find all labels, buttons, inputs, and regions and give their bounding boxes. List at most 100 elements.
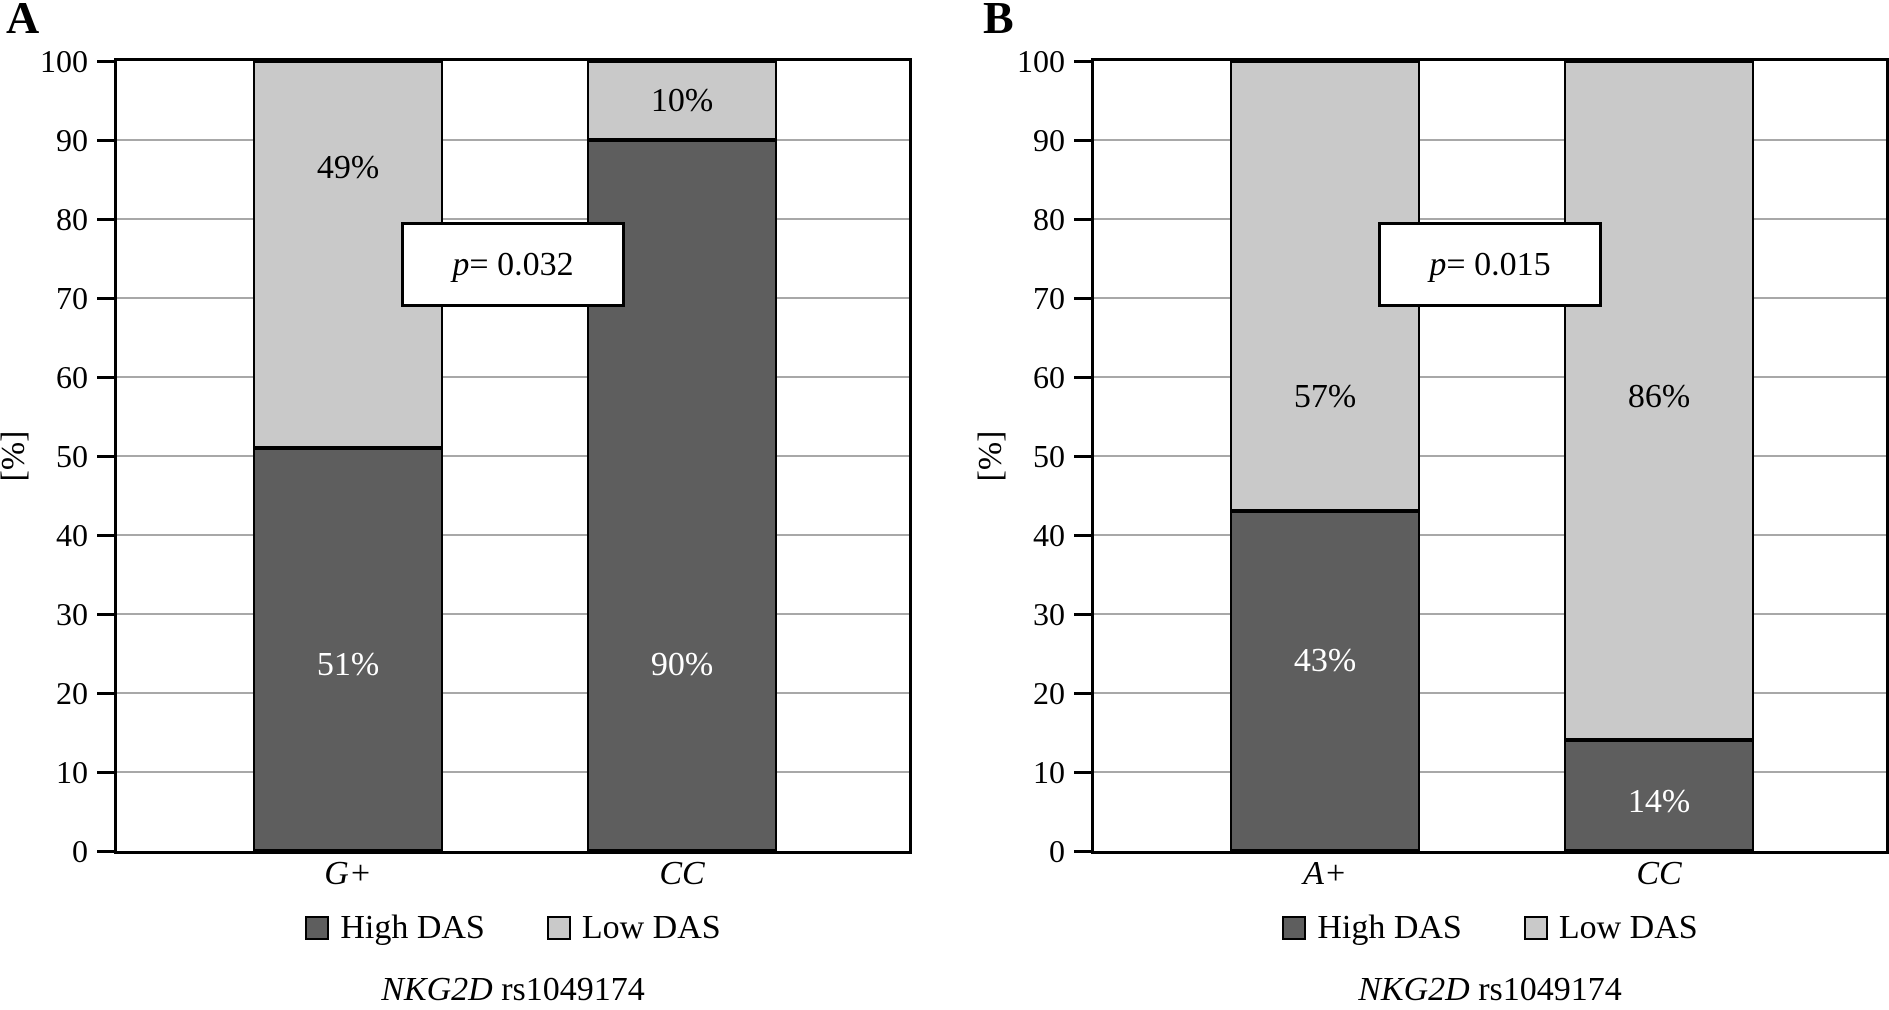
x-axis-title: NKG2D rs1049174	[114, 970, 912, 1010]
segment-value-label: 43%	[1293, 642, 1357, 680]
y-tick	[1074, 218, 1091, 221]
panel-b: B [%] 43% 57% 14% 86% p = 0.015 0 10 20 30 40 50 6…	[972, 0, 1889, 1010]
y-tick-label: 90	[56, 122, 88, 158]
segment-value-label: 14%	[1627, 783, 1691, 821]
x-category-label: A+	[1303, 855, 1347, 892]
segment-value-label: 10%	[650, 81, 714, 119]
legend-label: High DAS	[340, 909, 485, 946]
y-tick-label: 20	[1033, 675, 1065, 711]
y-tick-label: 10	[1033, 754, 1065, 790]
y-tick-label: 0	[72, 833, 88, 869]
p-symbol: p	[452, 245, 470, 283]
legend-label: Low DAS	[1558, 909, 1698, 946]
y-tick	[1074, 139, 1091, 142]
gridline-40	[117, 534, 909, 536]
y-tick	[1074, 455, 1091, 458]
legend-swatch-icon	[1523, 916, 1548, 940]
bar-A+: 43% 57%	[1230, 61, 1420, 851]
gridline-30	[1094, 613, 1886, 615]
bar-CC: 14% 86%	[1564, 61, 1754, 851]
gridline-60	[117, 376, 909, 378]
x-category-label: CC	[1636, 855, 1682, 892]
segment-value-label: 86%	[1627, 377, 1691, 415]
p-value-box: p = 0.032	[401, 222, 625, 307]
y-tick	[97, 139, 114, 142]
y-tick	[97, 60, 114, 63]
legend-item-low-das: Low DAS	[1523, 909, 1698, 947]
gene-name: NKG2D	[1358, 971, 1470, 1008]
y-tick-label: 10	[56, 754, 88, 790]
segment-value-label: 57%	[1293, 377, 1357, 415]
y-tick-label: 0	[1049, 833, 1065, 869]
bar-G+: 51% 49%	[253, 61, 443, 851]
x-category-label: G+	[324, 855, 372, 892]
y-tick	[1074, 850, 1091, 853]
y-tick-label: 40	[56, 517, 88, 553]
segment-low-das	[587, 61, 777, 140]
gridline-80	[117, 218, 909, 220]
gridline-10	[117, 771, 909, 773]
gridline-30	[117, 613, 909, 615]
x-axis-title: NKG2D rs1049174	[1091, 970, 1889, 1010]
y-tick	[97, 297, 114, 300]
segment-value-label: 51%	[316, 646, 380, 684]
segment-value-label: 49%	[316, 148, 380, 186]
y-tick	[97, 455, 114, 458]
plot-area: 51% 49% 90% 10% p = 0.032	[114, 58, 912, 854]
y-tick-label: 20	[56, 675, 88, 711]
y-tick	[1074, 534, 1091, 537]
gridline-90	[1094, 139, 1886, 141]
y-tick	[1074, 771, 1091, 774]
legend: High DAS Low DAS	[114, 906, 912, 950]
y-tick	[1074, 692, 1091, 695]
panel-a: A [%] 51% 49% 90% 10% p = 0.032 0 10 20 30 40 50 6…	[0, 0, 912, 1010]
y-tick	[97, 850, 114, 853]
y-tick-label: 60	[56, 359, 88, 395]
y-tick	[97, 218, 114, 221]
y-tick	[1074, 60, 1091, 63]
segment-high-das	[253, 448, 443, 851]
y-tick	[97, 771, 114, 774]
segment-high-das	[1230, 511, 1420, 851]
y-tick	[97, 534, 114, 537]
y-tick-label: 100	[40, 43, 88, 79]
legend-swatch-icon	[546, 916, 571, 940]
p-value-box: p = 0.015	[1378, 222, 1602, 307]
legend: High DAS Low DAS	[1091, 906, 1889, 950]
gridline-40	[1094, 534, 1886, 536]
legend-label: High DAS	[1317, 909, 1462, 946]
y-tick-label: 70	[1033, 280, 1065, 316]
gridline-50	[1094, 455, 1886, 457]
y-tick	[1074, 297, 1091, 300]
legend-item-low-das: Low DAS	[546, 909, 721, 947]
gridline-60	[1094, 376, 1886, 378]
y-tick	[97, 613, 114, 616]
y-tick	[97, 376, 114, 379]
legend-swatch-icon	[305, 916, 330, 940]
panel-letter: B	[983, 0, 1014, 43]
y-tick-label: 30	[1033, 596, 1065, 632]
gridline-80	[1094, 218, 1886, 220]
segment-value-label: 90%	[650, 646, 714, 684]
bar-CC: 90% 10%	[587, 61, 777, 851]
y-tick-label: 60	[1033, 359, 1065, 395]
y-tick-label: 50	[56, 438, 88, 474]
y-tick-label: 100	[1017, 43, 1065, 79]
y-tick-label: 90	[1033, 122, 1065, 158]
gridline-20	[117, 692, 909, 694]
legend-item-high-das: High DAS	[1282, 909, 1462, 947]
legend-swatch-icon	[1282, 916, 1307, 940]
y-tick	[1074, 613, 1091, 616]
legend-label: Low DAS	[581, 909, 721, 946]
y-tick-label: 80	[56, 201, 88, 237]
segment-high-das	[1564, 740, 1754, 851]
plot-area: 43% 57% 14% 86% p = 0.015	[1091, 58, 1889, 854]
y-tick-label: 40	[1033, 517, 1065, 553]
panel-letter: A	[6, 0, 40, 43]
y-tick-label: 70	[56, 280, 88, 316]
gridline-50	[117, 455, 909, 457]
snp-id: rs1049174	[1469, 971, 1622, 1008]
y-tick-label: 30	[56, 596, 88, 632]
p-value-text: = 0.015	[1446, 245, 1551, 283]
